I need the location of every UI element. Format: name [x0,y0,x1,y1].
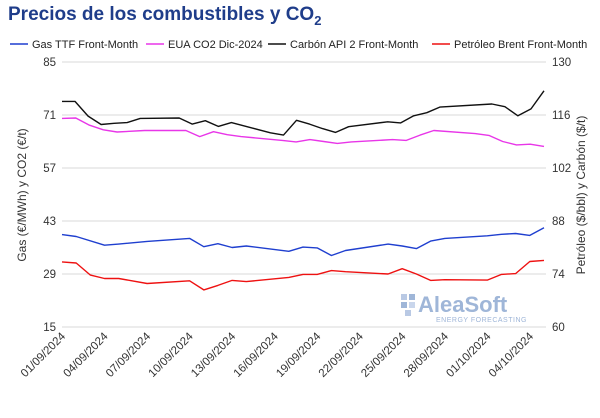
right-axis-ticks: 130 116 102 88 74 60 [552,57,571,334]
x-tick-label: 10/09/2024 [147,330,197,380]
left-tick-label: 43 [43,216,56,228]
grid-lines [62,61,546,328]
right-tick-label: 130 [552,57,571,69]
series-line [61,227,545,257]
x-axis-ticks: 01/09/202404/09/202407/09/202410/09/2024… [19,330,537,380]
x-tick-label: 04/09/2024 [61,330,111,380]
x-tick-label: 28/09/2024 [402,330,452,380]
watermark-tagline: ENERGY FORECASTING [436,317,527,324]
right-axis-title: Petróleo ($/bbl) y Carbón ($/t) [574,116,588,275]
series-line [61,117,545,148]
series-line [61,259,545,291]
right-tick-label: 60 [552,322,565,334]
chart-title: Precios de los combustibles y CO2 [8,4,322,28]
legend-label: EUA CO2 Dic-2024 [168,39,263,51]
watermark-brand: AleaSoft [418,292,508,317]
x-tick-label: 04/10/2024 [487,330,537,380]
left-tick-label: 71 [43,110,56,122]
aleasoft-logo-icon [401,294,415,316]
x-tick-label: 16/09/2024 [232,330,282,380]
aleasoft-watermark: AleaSoft ENERGY FORECASTING [401,292,527,324]
legend-label: Gas TTF Front-Month [32,39,138,51]
legend-label: Petróleo Brent Front-Month [454,39,587,51]
x-tick-label: 25/09/2024 [359,330,409,380]
left-tick-label: 57 [43,163,56,175]
left-tick-label: 29 [43,269,56,281]
x-tick-label: 19/09/2024 [274,330,324,380]
x-tick-label: 22/09/2024 [317,330,367,380]
legend: Gas TTF Front-Month EUA CO2 Dic-2024 Carbó… [10,39,587,51]
series-lines [61,90,545,291]
right-tick-label: 116 [552,110,570,122]
series-line [62,90,545,136]
legend-label: Carbón API 2 Front-Month [290,39,418,51]
left-tick-label: 15 [43,322,56,334]
x-tick-label: 01/10/2024 [444,330,494,380]
right-tick-label: 88 [552,216,565,228]
x-tick-label: 01/09/2024 [19,330,69,380]
x-tick-label: 07/09/2024 [104,330,154,380]
left-tick-label: 85 [43,57,56,69]
left-axis-title: Gas (€/MWh) y CO2 (€/t) [15,128,29,261]
x-tick-label: 13/09/2024 [189,330,239,380]
right-tick-label: 74 [552,269,565,281]
left-axis-ticks: 85 71 57 43 29 15 [43,57,56,334]
right-tick-label: 102 [552,163,571,175]
